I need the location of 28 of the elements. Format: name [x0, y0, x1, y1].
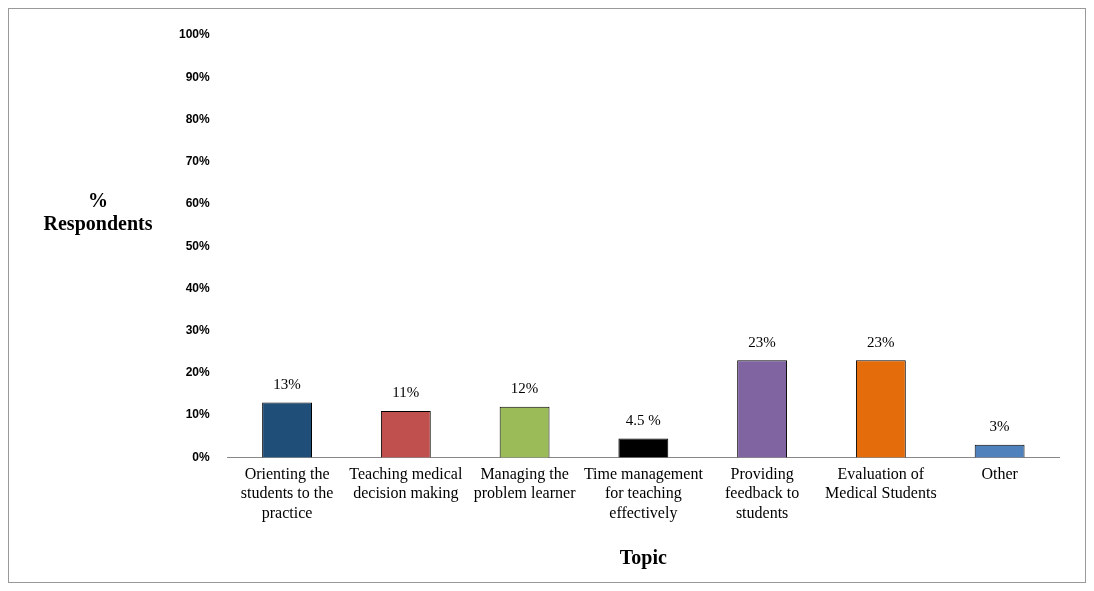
data-label: 23% — [867, 333, 895, 350]
data-label: 3% — [989, 418, 1010, 435]
y-tick-label: 50% — [185, 238, 211, 253]
x-tick-label: Managing the problem learner — [473, 465, 577, 503]
data-label: 23% — [748, 333, 776, 350]
x-tick-label: Evaluation of Medical Students — [825, 465, 937, 502]
x-tick-label: Time management for teaching effectively — [583, 465, 704, 522]
y-tick-label: 90% — [185, 69, 211, 84]
y-tick-label: 30% — [185, 322, 211, 337]
y-tick-label: 80% — [185, 111, 211, 126]
y-tick-label: 40% — [185, 280, 211, 295]
x-tick-label: Other — [981, 465, 1019, 483]
y-tick-label: 20% — [185, 365, 211, 380]
data-label: 13% — [273, 375, 301, 392]
y-tick-label: 70% — [185, 154, 211, 169]
y-tick-label: 0% — [192, 449, 211, 464]
x-tick-label: Orienting the students to the practice — [240, 465, 334, 522]
y-tick-label: 10% — [185, 407, 211, 422]
y-tick-label: 60% — [185, 196, 211, 211]
y-tick-label: 100% — [178, 27, 211, 42]
x-tick-label: Teaching medical decision making — [349, 465, 463, 503]
data-label: 12% — [510, 380, 539, 397]
y-axis-title: % Respondents — [42, 189, 154, 235]
x-tick-label: Providing feedback to students — [725, 465, 800, 521]
bar — [618, 438, 669, 458]
x-axis-title: Topic — [619, 546, 667, 570]
data-label: 11% — [392, 384, 420, 401]
data-label: 4.5 % — [625, 411, 661, 428]
